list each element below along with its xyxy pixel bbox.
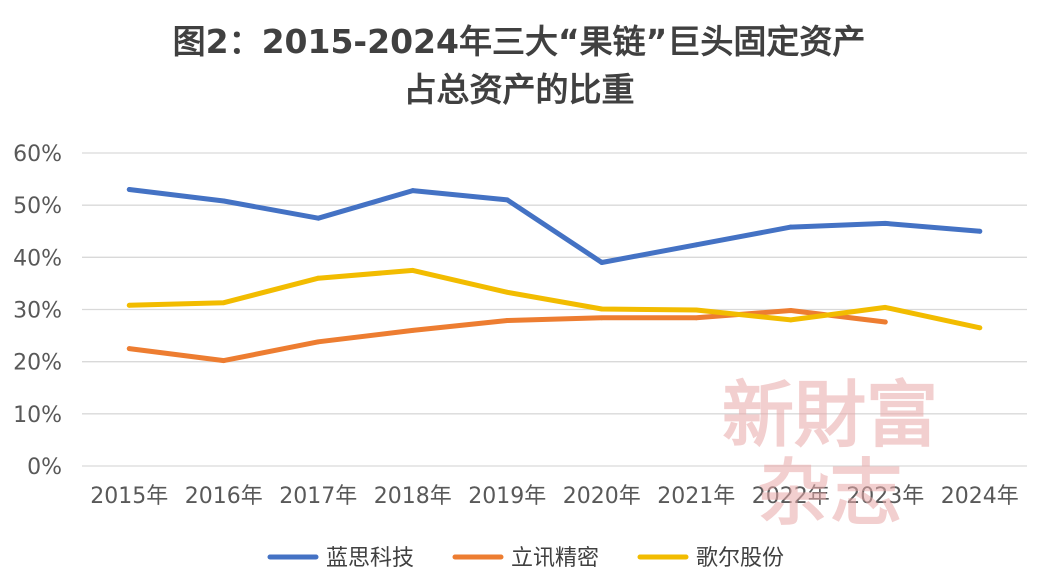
x-tick-label: 2023年 xyxy=(846,484,924,509)
data-point xyxy=(126,302,132,308)
data-point xyxy=(977,228,983,234)
y-axis-tick-labels: 0% 10% 20% 30% 40% 50% 60% xyxy=(13,142,62,480)
chart-title-line-1: 图2：2015-2024年三大“果链”巨头固定资产 xyxy=(173,22,866,61)
legend-label: 立讯精密 xyxy=(511,546,599,571)
data-point xyxy=(788,317,794,323)
data-point xyxy=(504,318,510,323)
data-point xyxy=(504,289,510,295)
series-lines xyxy=(126,187,983,364)
legend: 蓝思科技 立讯精密 歌尔股份 xyxy=(267,546,784,571)
data-point xyxy=(882,305,888,310)
y-tick-label: 50% xyxy=(13,194,62,219)
data-point xyxy=(504,197,510,203)
data-point xyxy=(410,188,416,193)
y-tick-label: 0% xyxy=(27,455,62,480)
data-point xyxy=(221,300,227,306)
data-point xyxy=(599,306,605,312)
data-point xyxy=(126,187,132,192)
x-tick-label: 2017年 xyxy=(279,484,357,509)
x-tick-label: 2024年 xyxy=(941,484,1019,509)
y-tick-label: 20% xyxy=(13,351,62,376)
data-point xyxy=(693,307,699,313)
data-point xyxy=(221,358,227,364)
y-tick-label: 40% xyxy=(13,246,62,271)
data-point xyxy=(315,215,321,221)
data-point xyxy=(410,327,416,333)
watermark-line-1: 新財富 xyxy=(722,372,938,457)
x-tick-label: 2021年 xyxy=(657,484,735,509)
watermark-line-2: 杂志 xyxy=(758,450,902,535)
data-point xyxy=(599,315,605,321)
x-tick-label: 2015年 xyxy=(90,484,168,509)
data-point xyxy=(315,275,321,281)
data-point xyxy=(693,242,699,248)
data-point xyxy=(693,315,699,321)
data-point xyxy=(221,198,227,204)
chart-title-line-2: 占总资产的比重 xyxy=(404,70,635,109)
y-tick-label: 30% xyxy=(13,299,62,324)
x-tick-label: 2022年 xyxy=(752,484,830,509)
series-line-1 xyxy=(126,187,983,265)
watermark: 新財富 杂志 xyxy=(722,372,938,535)
data-point xyxy=(788,308,794,313)
y-tick-label: 60% xyxy=(13,142,62,167)
data-point xyxy=(882,221,888,226)
x-tick-label: 2016年 xyxy=(185,484,263,509)
legend-label: 蓝思科技 xyxy=(326,546,414,571)
x-tick-label: 2018年 xyxy=(374,484,452,509)
data-point xyxy=(788,224,794,230)
legend-label: 歌尔股份 xyxy=(696,546,784,571)
x-axis-tick-labels: 2015年 2016年 2017年 2018年 2019年 2020年 2021年 2022年… xyxy=(90,484,1019,509)
data-point xyxy=(315,339,321,345)
x-tick-label: 2020年 xyxy=(563,484,641,509)
data-point xyxy=(126,346,132,352)
data-point xyxy=(410,267,416,273)
data-point xyxy=(977,325,983,331)
data-point xyxy=(882,319,888,325)
y-tick-label: 10% xyxy=(13,403,62,428)
chart-title: 图2：2015-2024年三大“果链”巨头固定资产 占总资产的比重 xyxy=(173,22,866,109)
series-line-3 xyxy=(126,267,983,331)
data-point xyxy=(599,260,605,265)
x-tick-label: 2019年 xyxy=(468,484,546,509)
